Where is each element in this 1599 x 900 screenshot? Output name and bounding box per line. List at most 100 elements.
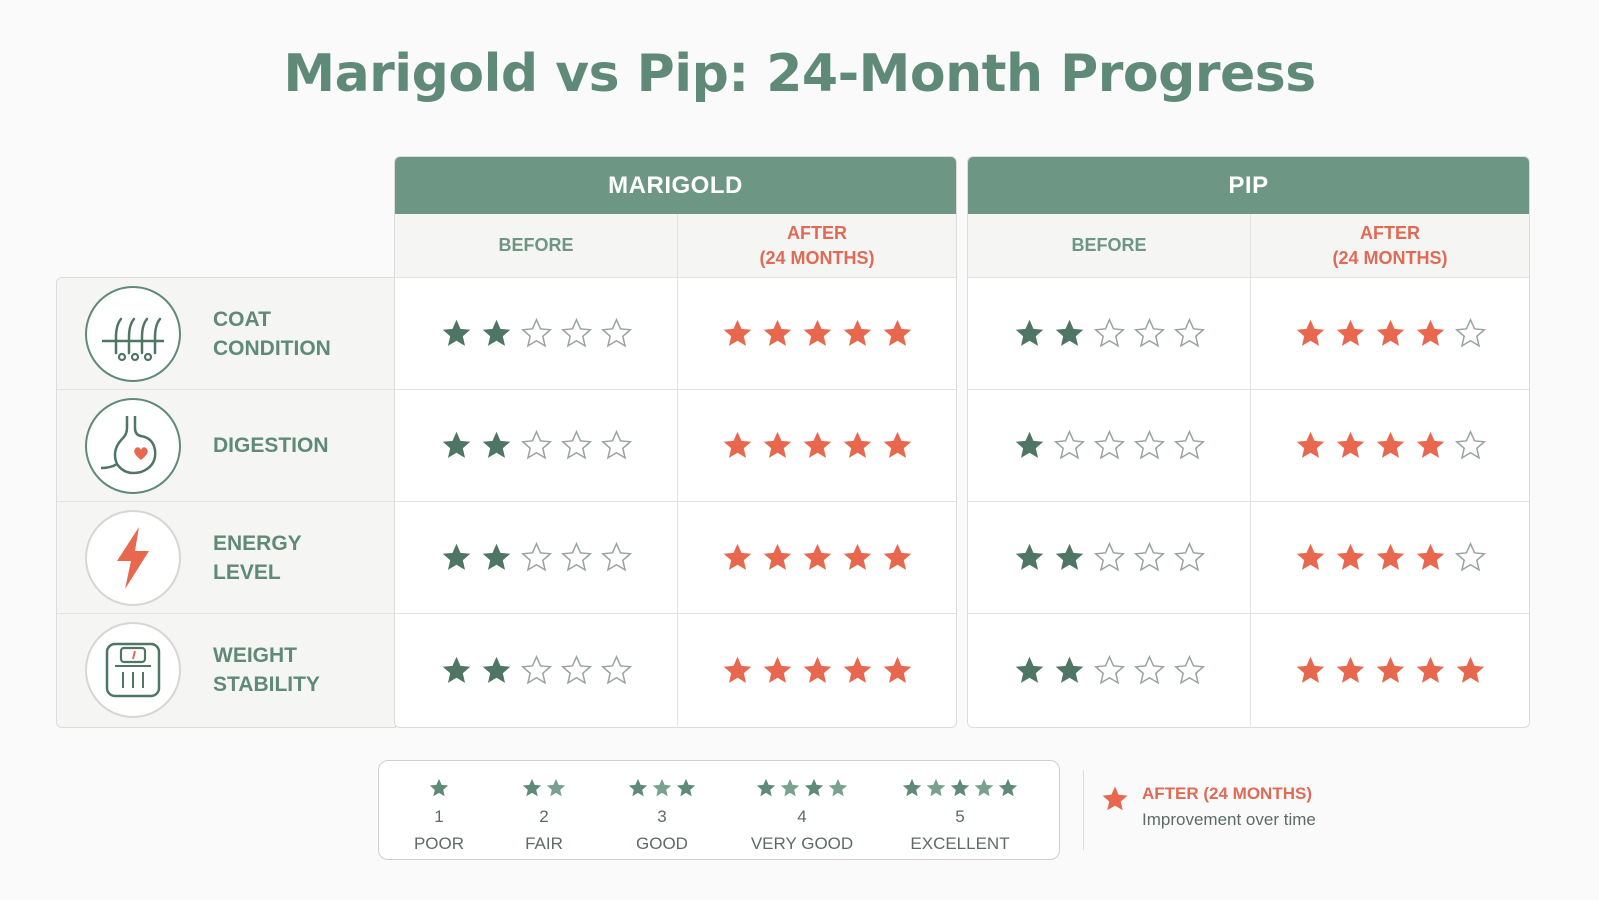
before-rating-cell [968, 614, 1251, 726]
filled-star-icon [1376, 543, 1404, 570]
criteria-panel: COAT CONDITION DIGESTION ENERGY LEVEL [56, 277, 396, 728]
star-rating [440, 317, 633, 350]
filled-star-icon [1055, 656, 1083, 683]
filled-star-icon [1296, 656, 1324, 683]
filled-star-icon [1015, 431, 1043, 458]
legend-stars [369, 775, 509, 801]
after-rating-cell [1251, 614, 1529, 726]
filled-star-icon [429, 778, 449, 797]
before-rating-cell [968, 502, 1251, 613]
filled-star-icon [1416, 319, 1444, 346]
filled-star-icon [1416, 543, 1444, 570]
star-rating [440, 654, 633, 687]
criteria-label: ENERGY LEVEL [213, 531, 302, 584]
empty-star-icon [1053, 429, 1085, 460]
legend-item: 5 EXCELLENT [890, 775, 1030, 854]
filled-star-icon [482, 431, 510, 458]
filled-star-icon [723, 319, 751, 346]
legend-label: EXCELLENT [910, 834, 1010, 853]
after-rating-cell [1251, 278, 1529, 389]
before-rating-cell [395, 502, 678, 613]
filled-star-icon [522, 778, 542, 797]
empty-star-icon [1173, 429, 1205, 460]
filled-star-icon [926, 778, 946, 797]
before-column-header: BEFORE [968, 214, 1251, 277]
criteria-label: COAT CONDITION [213, 307, 331, 360]
before-column-header: BEFORE [395, 214, 678, 277]
empty-star-icon [1093, 317, 1125, 348]
filled-star-icon [482, 543, 510, 570]
page-title: Marigold vs Pip: 24-Month Progress [283, 44, 1316, 104]
star-rating [721, 317, 914, 350]
star-rating [1013, 654, 1206, 687]
empty-star-icon [1454, 317, 1486, 348]
empty-star-icon [1454, 429, 1486, 460]
filled-star-icon [482, 319, 510, 346]
empty-star-icon [1454, 541, 1486, 572]
filled-star-icon [950, 778, 970, 797]
legend-number: 1 [434, 807, 444, 826]
rating-row [968, 278, 1529, 390]
star-rating [1013, 541, 1206, 574]
after-rating-cell [678, 390, 956, 501]
filled-star-icon [723, 431, 751, 458]
empty-star-icon [520, 429, 552, 460]
empty-star-icon [1173, 317, 1205, 348]
before-rating-cell [968, 278, 1251, 389]
filled-star-icon [803, 543, 831, 570]
legend-number: 3 [657, 807, 667, 826]
empty-star-icon [600, 654, 632, 684]
filled-star-icon [1376, 656, 1404, 683]
criteria-label: DIGESTION [213, 434, 329, 457]
after-rating-cell [678, 614, 956, 726]
legend-label: FAIR [525, 834, 563, 853]
filled-star-icon [1336, 543, 1364, 570]
filled-star-icon [763, 431, 791, 458]
after-key-title: AFTER (24 MONTHS) [1142, 784, 1312, 803]
legend-label: GOOD [636, 834, 688, 853]
star-rating [440, 429, 633, 462]
filled-star-icon [628, 778, 648, 797]
legend-label: POOR [413, 834, 465, 853]
filled-star-icon [763, 656, 791, 683]
star-rating [721, 654, 914, 687]
filled-star-icon [1376, 319, 1404, 346]
legend-number: 5 [955, 807, 965, 826]
star-rating [1294, 317, 1487, 350]
filled-star-icon [1336, 319, 1364, 346]
filled-star-icon [974, 778, 994, 797]
empty-star-icon [600, 317, 632, 348]
filled-star-icon [1296, 319, 1324, 346]
rating-row [395, 502, 956, 614]
empty-star-icon [560, 429, 592, 460]
filled-star-icon [1055, 319, 1083, 346]
rating-row [968, 390, 1529, 502]
criteria-label: WEIGHT STABILITY [213, 644, 320, 696]
legend-number: 2 [539, 807, 549, 826]
before-rating-cell [395, 390, 678, 501]
before-rating-cell [395, 614, 678, 726]
filled-star-icon [1336, 431, 1364, 458]
filled-star-icon [883, 656, 911, 683]
after-rating-cell [1251, 390, 1529, 501]
empty-star-icon [1093, 429, 1125, 460]
lightning-bolt-icon [85, 509, 181, 606]
filled-star-icon [883, 543, 911, 570]
filled-star-icon [1416, 431, 1444, 458]
scale-icon [85, 622, 181, 718]
legend-item: 2 FAIR [474, 775, 614, 854]
empty-star-icon [520, 541, 552, 572]
rating-legend: 1 POOR 2 FAIR 3 GOOD 4 VERY GOOD 5 EXCELLENT [378, 760, 1060, 860]
pip-panel: PIP BEFORE AFTER (24 MONTHS) [967, 156, 1530, 728]
empty-star-icon [1093, 654, 1125, 684]
star-rating [721, 541, 914, 574]
after-key: AFTER (24 MONTHS) Improvement over time [1100, 784, 1316, 830]
filled-star-icon [1336, 656, 1364, 683]
filled-star-icon [676, 778, 696, 797]
criteria-row-digestion: DIGESTION [57, 390, 395, 502]
filled-star-icon [1055, 543, 1083, 570]
hair-follicle-icon [85, 285, 181, 382]
empty-star-icon [1173, 654, 1205, 684]
empty-star-icon [600, 429, 632, 460]
empty-star-icon [1093, 541, 1125, 572]
